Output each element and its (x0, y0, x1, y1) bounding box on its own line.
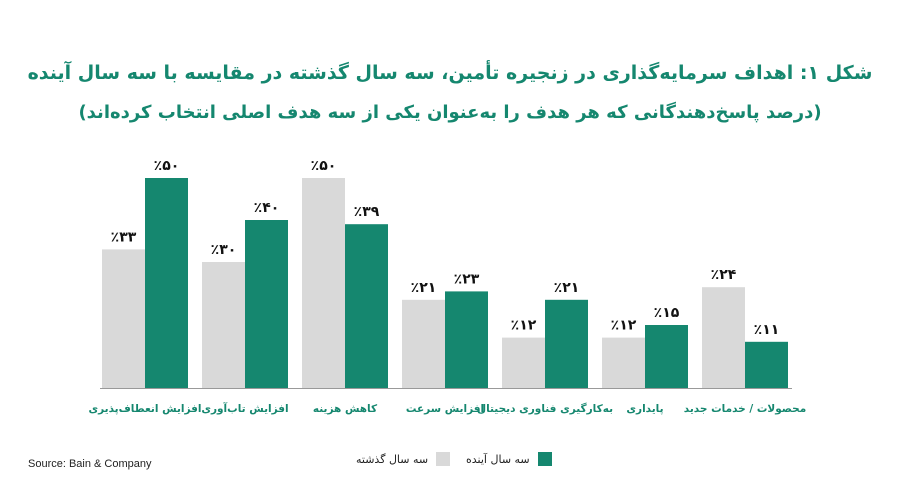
data-label-past-3: ٪۲۱ (411, 280, 437, 296)
data-label-past-2: ٪۵۰ (311, 158, 337, 174)
legend-item-past: سه سال گذشته (356, 452, 451, 466)
data-label-next-2: ٪۳۹ (354, 204, 380, 220)
legend-label-past: سه سال گذشته (356, 452, 429, 466)
bar-next-2 (345, 224, 388, 388)
data-label-past-6: ٪۲۴ (711, 267, 737, 283)
category-label-3: افزایش سرعت (406, 403, 484, 415)
bar-next-3 (445, 291, 488, 388)
data-label-past-4: ٪۱۲ (511, 318, 537, 334)
category-label-1: افزایش تاب‌آوری (201, 402, 288, 415)
chart-subtitle: (درصد پاسخ‌دهندگانی که هر هدف را به‌عنوا… (78, 102, 822, 123)
category-label-2: کاهش هزینه (313, 403, 378, 415)
data-label-next-1: ٪۴۰ (254, 200, 280, 216)
bar-next-6 (745, 341, 788, 388)
bar-past-0 (102, 249, 145, 388)
data-label-next-4: ٪۲۱ (554, 280, 580, 296)
bar-past-6 (702, 287, 745, 388)
data-label-next-5: ٪۱۵ (654, 305, 680, 321)
bar-past-5 (602, 337, 645, 388)
category-label-5: پایداری (626, 403, 663, 415)
data-label-past-1: ٪۳۰ (211, 242, 237, 258)
category-label-0: افزایش انعطاف‌پذیری (89, 403, 202, 415)
bar-past-2 (302, 178, 345, 388)
bar-past-3 (402, 299, 445, 388)
category-label-6: محصولات / خدمات جدید (684, 403, 806, 415)
data-label-past-5: ٪۱۲ (611, 318, 637, 334)
bar-next-0 (145, 178, 188, 388)
category-label-4: به‌کارگیری فناوری دیجیتال (477, 402, 613, 415)
data-label-past-0: ٪۳۳ (111, 229, 137, 245)
legend-swatch-next (537, 452, 552, 466)
chart-title: شکل ۱: اهداف سرمایه‌گذاری در زنجیره تأمی… (27, 62, 873, 84)
bar-next-4 (545, 299, 588, 388)
data-label-next-0: ٪۵۰ (154, 158, 180, 174)
legend-swatch-past (436, 452, 451, 466)
legend-label-next: سه سال آینده (466, 452, 530, 466)
source-note: Source: Bain & Company (28, 458, 152, 470)
data-label-next-3: ٪۲۳ (454, 271, 480, 287)
bar-next-1 (245, 220, 288, 388)
bar-past-1 (202, 262, 245, 388)
data-label-next-6: ٪۱۱ (754, 322, 780, 338)
legend-item-next: سه سال آینده (466, 452, 552, 466)
bar-next-5 (645, 325, 688, 388)
bar-past-4 (502, 337, 545, 388)
